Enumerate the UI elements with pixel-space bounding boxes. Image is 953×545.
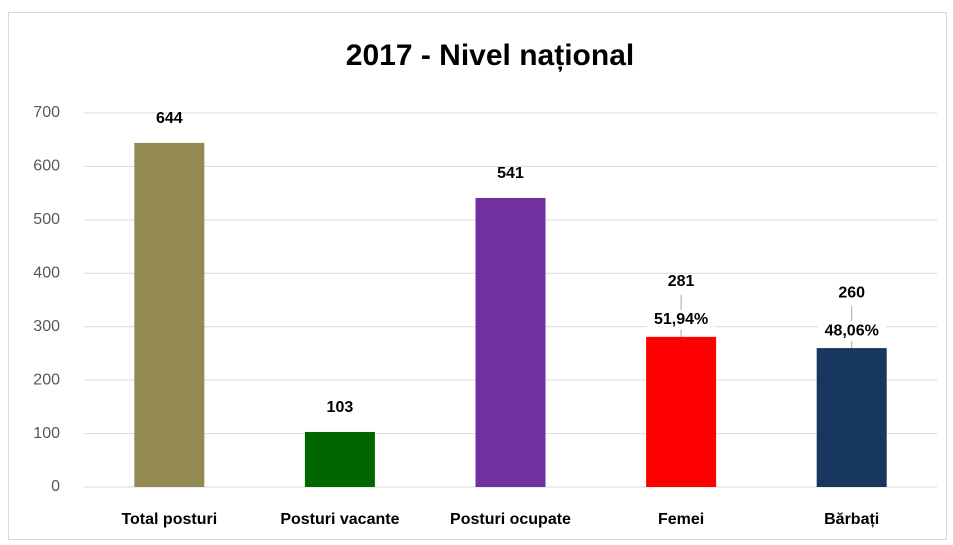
bar xyxy=(816,348,887,487)
value-label: 644 xyxy=(156,110,183,127)
y-tick-label: 400 xyxy=(33,265,60,282)
value-label: 541 xyxy=(497,165,524,182)
value-label: 103 xyxy=(327,399,354,416)
x-tick-label: Total posturi xyxy=(121,511,217,528)
bar xyxy=(304,431,375,487)
bar xyxy=(134,142,205,488)
value-label: 281 xyxy=(668,273,695,290)
x-tick-label: Femei xyxy=(658,511,704,528)
y-tick-label: 300 xyxy=(33,318,60,335)
label-backing xyxy=(647,309,716,330)
y-tick-label: 700 xyxy=(33,104,60,121)
percent-label: 51,94% xyxy=(654,311,708,328)
x-tick-label: Bărbați xyxy=(824,511,879,528)
label-backing xyxy=(817,321,886,342)
bar xyxy=(646,336,717,487)
y-tick-label: 100 xyxy=(33,425,60,442)
value-label: 260 xyxy=(838,284,865,301)
y-tick-label: 200 xyxy=(33,371,60,388)
x-tick-label: Posturi vacante xyxy=(280,511,399,528)
chart-title: 2017 - Nivel național xyxy=(346,39,634,72)
bar xyxy=(475,197,546,488)
y-tick-label: 600 xyxy=(33,158,60,175)
x-tick-label: Posturi ocupate xyxy=(450,511,571,528)
y-tick-label: 500 xyxy=(33,211,60,228)
y-tick-label: 0 xyxy=(51,478,60,495)
percent-label: 48,06% xyxy=(825,322,879,339)
